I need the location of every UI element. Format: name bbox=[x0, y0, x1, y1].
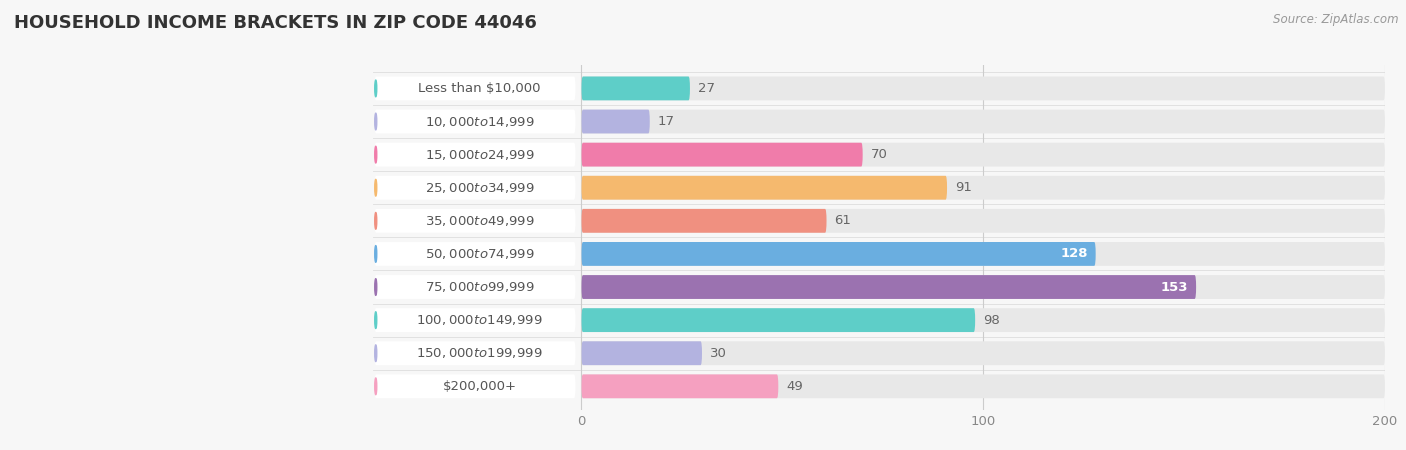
FancyBboxPatch shape bbox=[582, 242, 1095, 266]
FancyBboxPatch shape bbox=[374, 242, 575, 266]
FancyBboxPatch shape bbox=[374, 308, 575, 332]
FancyBboxPatch shape bbox=[582, 374, 779, 398]
FancyBboxPatch shape bbox=[374, 209, 575, 233]
Text: $35,000 to $49,999: $35,000 to $49,999 bbox=[425, 214, 534, 228]
Text: $100,000 to $149,999: $100,000 to $149,999 bbox=[416, 313, 543, 327]
Text: $50,000 to $74,999: $50,000 to $74,999 bbox=[425, 247, 534, 261]
FancyBboxPatch shape bbox=[582, 275, 1197, 299]
Text: 61: 61 bbox=[835, 214, 852, 227]
Text: 128: 128 bbox=[1060, 248, 1088, 261]
Circle shape bbox=[375, 113, 377, 130]
Circle shape bbox=[375, 246, 377, 262]
FancyBboxPatch shape bbox=[582, 308, 1385, 332]
FancyBboxPatch shape bbox=[582, 176, 948, 200]
Text: $10,000 to $14,999: $10,000 to $14,999 bbox=[425, 114, 534, 129]
Text: $150,000 to $199,999: $150,000 to $199,999 bbox=[416, 346, 543, 360]
FancyBboxPatch shape bbox=[582, 374, 1385, 398]
FancyBboxPatch shape bbox=[374, 341, 575, 365]
Circle shape bbox=[375, 180, 377, 196]
FancyBboxPatch shape bbox=[374, 143, 575, 166]
Text: $200,000+: $200,000+ bbox=[443, 380, 516, 393]
FancyBboxPatch shape bbox=[582, 341, 702, 365]
Circle shape bbox=[375, 80, 377, 97]
Text: 27: 27 bbox=[697, 82, 716, 95]
Circle shape bbox=[375, 312, 377, 328]
Circle shape bbox=[375, 146, 377, 163]
FancyBboxPatch shape bbox=[374, 110, 575, 134]
FancyBboxPatch shape bbox=[374, 374, 575, 398]
FancyBboxPatch shape bbox=[582, 209, 827, 233]
Text: 91: 91 bbox=[955, 181, 972, 194]
Circle shape bbox=[375, 279, 377, 295]
Text: Less than $10,000: Less than $10,000 bbox=[419, 82, 541, 95]
Circle shape bbox=[375, 378, 377, 395]
FancyBboxPatch shape bbox=[582, 209, 1385, 233]
Circle shape bbox=[375, 345, 377, 361]
Text: 30: 30 bbox=[710, 347, 727, 360]
FancyBboxPatch shape bbox=[582, 143, 1385, 166]
Text: $75,000 to $99,999: $75,000 to $99,999 bbox=[425, 280, 534, 294]
FancyBboxPatch shape bbox=[582, 242, 1385, 266]
Text: 70: 70 bbox=[870, 148, 887, 161]
Text: $15,000 to $24,999: $15,000 to $24,999 bbox=[425, 148, 534, 162]
FancyBboxPatch shape bbox=[582, 275, 1385, 299]
FancyBboxPatch shape bbox=[374, 76, 575, 100]
Text: 49: 49 bbox=[786, 380, 803, 393]
FancyBboxPatch shape bbox=[582, 76, 1385, 100]
FancyBboxPatch shape bbox=[582, 176, 1385, 200]
FancyBboxPatch shape bbox=[582, 76, 690, 100]
Text: HOUSEHOLD INCOME BRACKETS IN ZIP CODE 44046: HOUSEHOLD INCOME BRACKETS IN ZIP CODE 44… bbox=[14, 14, 537, 32]
FancyBboxPatch shape bbox=[582, 341, 1385, 365]
Circle shape bbox=[375, 212, 377, 229]
FancyBboxPatch shape bbox=[374, 275, 575, 299]
FancyBboxPatch shape bbox=[582, 308, 976, 332]
Text: 17: 17 bbox=[658, 115, 675, 128]
Text: $25,000 to $34,999: $25,000 to $34,999 bbox=[425, 181, 534, 195]
Text: Source: ZipAtlas.com: Source: ZipAtlas.com bbox=[1274, 14, 1399, 27]
FancyBboxPatch shape bbox=[582, 110, 1385, 134]
FancyBboxPatch shape bbox=[582, 110, 650, 134]
Text: 153: 153 bbox=[1160, 280, 1188, 293]
FancyBboxPatch shape bbox=[582, 143, 863, 166]
Text: 98: 98 bbox=[983, 314, 1000, 327]
FancyBboxPatch shape bbox=[374, 176, 575, 200]
